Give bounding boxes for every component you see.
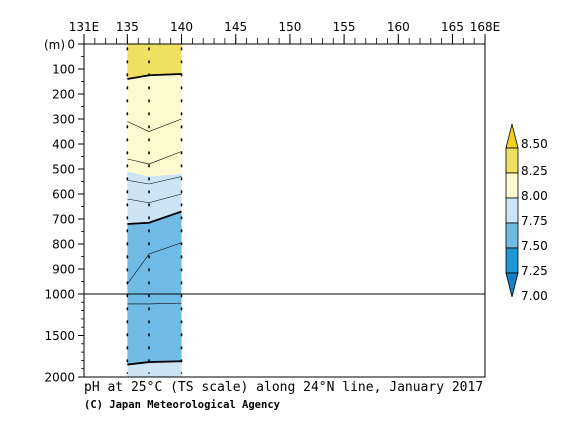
colorbar-label: 7.00: [521, 289, 548, 303]
ph-band-1: [127, 74, 182, 177]
chart-axes: 131E 135 140 145 150 155 160 165 168E 0 100 200 300 4…: [44, 20, 500, 385]
contour-7.5: [127, 302, 182, 305]
x-tick-label: 140: [170, 20, 193, 34]
contour-7.7: [127, 210, 182, 225]
station-dots: [126, 47, 183, 374]
contour-8.2: [127, 73, 182, 80]
x-tick-label: 165: [441, 20, 464, 34]
y-tick-label: 1000: [44, 288, 75, 302]
ph-band-0: [127, 44, 182, 79]
x-tick-label: 160: [387, 20, 410, 34]
colorbar-low-triangle: [505, 272, 519, 298]
x-tick-label: 150: [278, 20, 301, 34]
y-tick-label: 900: [52, 263, 75, 277]
y-tick-label: 100: [52, 63, 75, 77]
colorbar-label: 7.50: [521, 239, 548, 253]
y-tick-label: 200: [52, 88, 75, 102]
contour-7.6: [127, 242, 182, 285]
colorbar-label: 8.50: [521, 137, 548, 151]
ph-band-2: [127, 171, 182, 224]
x-tick-label: 145: [224, 20, 247, 34]
colorbar-label: 7.75: [521, 214, 548, 228]
color-bar: 8.50 8.25 8.00 7.75 7.50 7.25 7.00: [505, 123, 548, 303]
colorbar-segment: [505, 197, 519, 224]
colorbar-segment: [505, 222, 519, 249]
contour-7.9: [127, 176, 182, 185]
y-tick-label: 800: [52, 238, 75, 252]
y-tick-label: 2000: [44, 371, 75, 385]
colorbar-segment: [505, 247, 519, 274]
y-tick-label: 700: [52, 213, 75, 227]
ph-band-3: [127, 211, 182, 365]
y-tick-label: 300: [52, 113, 75, 127]
y-tick-label: 1500: [44, 329, 75, 343]
contour-8.1: [127, 118, 182, 132]
plot-frame: [83, 43, 486, 378]
y-tick-label: 0: [67, 38, 75, 52]
ph-band-4: [127, 361, 182, 377]
chart-credit: (C) Japan Meteorological Agency: [84, 399, 281, 411]
colorbar-label: 7.25: [521, 264, 548, 278]
colorbar-label: 8.25: [521, 164, 548, 178]
contour-7.4: [127, 360, 182, 366]
colorbar-segment: [505, 172, 519, 199]
contour-8: [127, 151, 182, 165]
x-tick-label: 131E: [69, 20, 100, 34]
contour-7.8: [127, 193, 182, 204]
ph-contours: [127, 73, 182, 366]
x-tick-label: 155: [333, 20, 356, 34]
colorbar-label: 8.00: [521, 189, 548, 203]
ph-color-bands: [127, 44, 182, 377]
colorbar-segment: [505, 147, 519, 174]
x-tick-label: 168E: [470, 20, 501, 34]
y-tick-label: 600: [52, 188, 75, 202]
x-tick-label: 135: [116, 20, 139, 34]
chart-title: pH at 25°C (TS scale) along 24°N line, J…: [84, 380, 483, 395]
y-axis-unit-label: (m): [44, 38, 65, 52]
y-tick-label: 500: [52, 163, 75, 177]
y-tick-label: 400: [52, 138, 75, 152]
colorbar-high-triangle: [505, 123, 519, 149]
